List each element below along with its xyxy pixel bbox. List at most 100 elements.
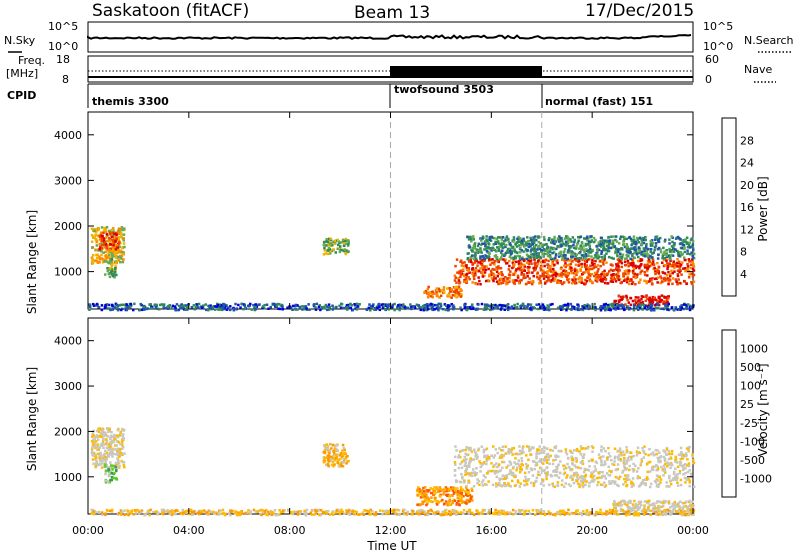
data-cell xyxy=(546,452,550,456)
data-cell xyxy=(593,465,597,468)
data-cell xyxy=(113,254,117,258)
data-cell xyxy=(539,306,542,309)
data-cell xyxy=(651,299,654,303)
freq-block xyxy=(390,66,542,76)
data-cell xyxy=(625,237,628,241)
data-cell xyxy=(690,504,694,507)
data-cell xyxy=(574,247,577,250)
data-cell xyxy=(437,489,441,492)
data-cell xyxy=(474,282,478,285)
data-cell xyxy=(649,248,653,251)
data-cell xyxy=(614,251,617,255)
data-cell xyxy=(518,485,521,488)
data-cell xyxy=(659,478,663,481)
data-cell xyxy=(656,465,659,468)
data-cell xyxy=(498,479,502,482)
data-cell xyxy=(631,299,635,303)
data-cell xyxy=(571,236,575,239)
data-cell xyxy=(466,268,469,271)
data-cell xyxy=(331,304,334,307)
data-cell xyxy=(531,247,534,251)
data-cell xyxy=(600,274,603,277)
data-cell xyxy=(225,308,229,311)
data-cell xyxy=(628,306,631,310)
data-cell xyxy=(651,301,655,304)
data-cell xyxy=(499,303,502,307)
data-cell xyxy=(328,252,332,255)
data-cell xyxy=(631,265,635,268)
data-cell xyxy=(545,461,549,465)
data-cell xyxy=(606,303,610,307)
data-cell xyxy=(540,269,543,272)
data-cell xyxy=(637,299,640,302)
data-cell xyxy=(525,243,528,246)
data-cell xyxy=(497,282,500,286)
data-cell xyxy=(498,245,501,248)
data-cell xyxy=(429,302,433,306)
data-cell xyxy=(570,271,573,275)
data-cell xyxy=(506,306,510,309)
data-cell xyxy=(334,459,337,462)
data-cell xyxy=(552,267,555,271)
data-cell xyxy=(482,474,486,477)
data-cell xyxy=(327,457,330,461)
data-cell xyxy=(117,454,121,457)
data-cell xyxy=(576,479,579,483)
data-cell xyxy=(452,290,455,293)
data-cell xyxy=(642,303,646,307)
data-cell xyxy=(497,272,500,275)
data-cell xyxy=(331,457,335,460)
data-cell xyxy=(416,503,419,506)
data-cell xyxy=(109,451,113,454)
data-cell xyxy=(472,235,475,238)
data-cell xyxy=(92,451,96,455)
data-cell xyxy=(509,270,512,273)
data-cell xyxy=(487,246,490,249)
data-cell xyxy=(529,453,532,456)
data-cell xyxy=(567,239,570,242)
data-cell xyxy=(477,261,480,264)
data-cell xyxy=(338,250,342,254)
data-cell xyxy=(668,476,671,480)
data-cell xyxy=(572,481,576,485)
data-cell xyxy=(101,428,105,432)
data-cell xyxy=(89,303,92,307)
data-cell xyxy=(532,254,536,258)
data-cell xyxy=(690,282,694,286)
data-cell xyxy=(100,231,103,234)
data-cell xyxy=(121,251,124,254)
data-cell xyxy=(605,252,608,255)
data-cell xyxy=(495,237,499,240)
data-cell xyxy=(575,258,578,261)
data-cell xyxy=(343,459,346,462)
data-cell xyxy=(655,452,658,456)
data-cell xyxy=(678,470,682,473)
data-cell xyxy=(579,445,583,448)
data-cell xyxy=(110,252,114,255)
data-cell xyxy=(625,484,628,488)
data-cell xyxy=(530,282,534,286)
data-cell xyxy=(565,235,568,238)
data-cell xyxy=(597,241,600,244)
data-cell xyxy=(617,300,621,303)
data-cell xyxy=(573,307,577,310)
data-cell xyxy=(105,236,108,239)
data-cell xyxy=(674,467,677,470)
data-cell xyxy=(642,250,645,254)
data-cell xyxy=(558,471,562,475)
data-cell xyxy=(509,470,512,474)
data-cell xyxy=(614,250,617,253)
data-cell xyxy=(631,467,634,471)
data-cell xyxy=(454,488,457,492)
data-cell xyxy=(116,457,119,460)
data-cell xyxy=(519,482,522,485)
data-cell xyxy=(571,478,574,481)
data-cell xyxy=(536,248,539,251)
data-cell xyxy=(94,453,97,456)
data-cell xyxy=(631,280,635,284)
data-cell xyxy=(621,253,625,256)
data-cell xyxy=(446,306,449,309)
data-cell xyxy=(548,308,551,312)
data-cell xyxy=(476,282,479,286)
data-cell xyxy=(460,449,464,452)
